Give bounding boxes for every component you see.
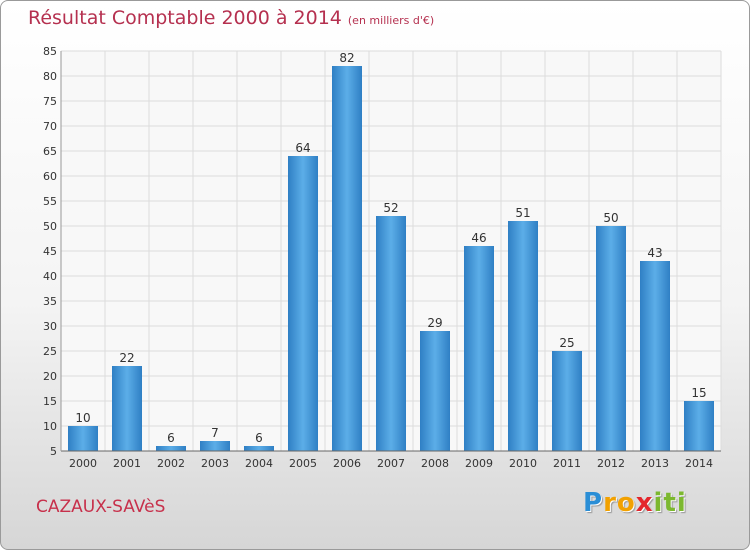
x-tick-label: 2007 — [377, 457, 405, 470]
commune-name: CAZAUX-SAVèS — [36, 497, 166, 517]
chart-subtitle: (en milliers d'€) — [347, 14, 435, 27]
y-tick-label: 30 — [43, 320, 57, 333]
x-tick-label: 2006 — [333, 457, 361, 470]
logo-letter: t — [663, 488, 677, 518]
x-tick-label: 2014 — [685, 457, 713, 470]
y-tick-label: 25 — [43, 345, 57, 358]
bar-2007 — [376, 216, 406, 451]
chart-title: Résultat Comptable 2000 à 2014 (en millie… — [28, 7, 434, 29]
bar-value-label: 15 — [691, 386, 706, 400]
bar-2006 — [332, 66, 362, 451]
x-tick-label: 2004 — [245, 457, 273, 470]
y-tick-label: 70 — [43, 120, 57, 133]
y-tick-label: 80 — [43, 70, 57, 83]
bar-value-label: 25 — [559, 336, 574, 350]
x-tick-label: 2008 — [421, 457, 449, 470]
y-tick-label: 40 — [43, 270, 57, 283]
chart-title-text: Résultat Comptable 2000 à 2014 — [28, 7, 342, 29]
y-tick-label: 75 — [43, 95, 57, 108]
y-tick-label: 60 — [43, 170, 57, 183]
y-tick-label: 10 — [43, 420, 57, 433]
bar-2005 — [288, 156, 318, 451]
bar-2001 — [112, 366, 142, 451]
bar-value-label: 51 — [515, 206, 530, 220]
y-tick-label: 65 — [43, 145, 57, 158]
x-tick-label: 2000 — [69, 457, 97, 470]
x-tick-label: 2010 — [509, 457, 537, 470]
bar-value-label: 46 — [471, 231, 486, 245]
logo-letter: o — [616, 488, 636, 518]
logo-letter: r — [603, 488, 617, 518]
x-tick-label: 2001 — [113, 457, 141, 470]
bar-value-label: 22 — [119, 351, 134, 365]
y-tick-label: 55 — [43, 195, 57, 208]
bars-layer — [68, 66, 714, 451]
x-tick-label: 2005 — [289, 457, 317, 470]
x-tick-label: 2013 — [641, 457, 669, 470]
bar-2013 — [640, 261, 670, 451]
bar-value-label: 82 — [339, 51, 354, 65]
bar-2012 — [596, 226, 626, 451]
y-tick-label: 45 — [43, 245, 57, 258]
bar-2010 — [508, 221, 538, 451]
bar-2008 — [420, 331, 450, 451]
y-tick-label: 35 — [43, 295, 57, 308]
y-tick-label: 85 — [43, 45, 57, 58]
bar-2003 — [200, 441, 230, 451]
bar-value-label: 29 — [427, 316, 442, 330]
bar-value-label: 6 — [255, 431, 263, 445]
x-tick-label: 2003 — [201, 457, 229, 470]
y-tick-label: 15 — [43, 395, 57, 408]
axis-layer: 5 10 15 20 25 30 35 40 45 50 55 60 65 70 75 80 85 10 2000 2… — [43, 45, 721, 470]
x-tick-label: 2011 — [553, 457, 581, 470]
bar-value-label: 7 — [211, 426, 219, 440]
logo-letter: i — [676, 488, 687, 518]
x-tick-label: 2012 — [597, 457, 625, 470]
y-tick-label: 20 — [43, 370, 57, 383]
bar-2000 — [68, 426, 98, 451]
logo-letter: P — [583, 488, 604, 518]
bar-2011 — [552, 351, 582, 451]
x-tick-label: 2009 — [465, 457, 493, 470]
y-tick-label: 50 — [43, 220, 57, 233]
bar-2002 — [156, 446, 186, 451]
x-tick-label: 2002 — [157, 457, 185, 470]
bar-value-label: 43 — [647, 246, 662, 260]
bar-2009 — [464, 246, 494, 451]
bar-2004 — [244, 446, 274, 451]
bar-value-label: 52 — [383, 201, 398, 215]
logo-letter: i — [653, 488, 664, 518]
bar-2014 — [684, 401, 714, 451]
logo-letter: x — [635, 488, 654, 518]
y-tick-label: 5 — [50, 445, 57, 458]
bar-value-label: 10 — [75, 411, 90, 425]
bar-value-label: 6 — [167, 431, 175, 445]
proxiti-logo: Proxiti — [583, 488, 687, 518]
bar-value-label: 64 — [295, 141, 310, 155]
bar-value-label: 50 — [603, 211, 618, 225]
